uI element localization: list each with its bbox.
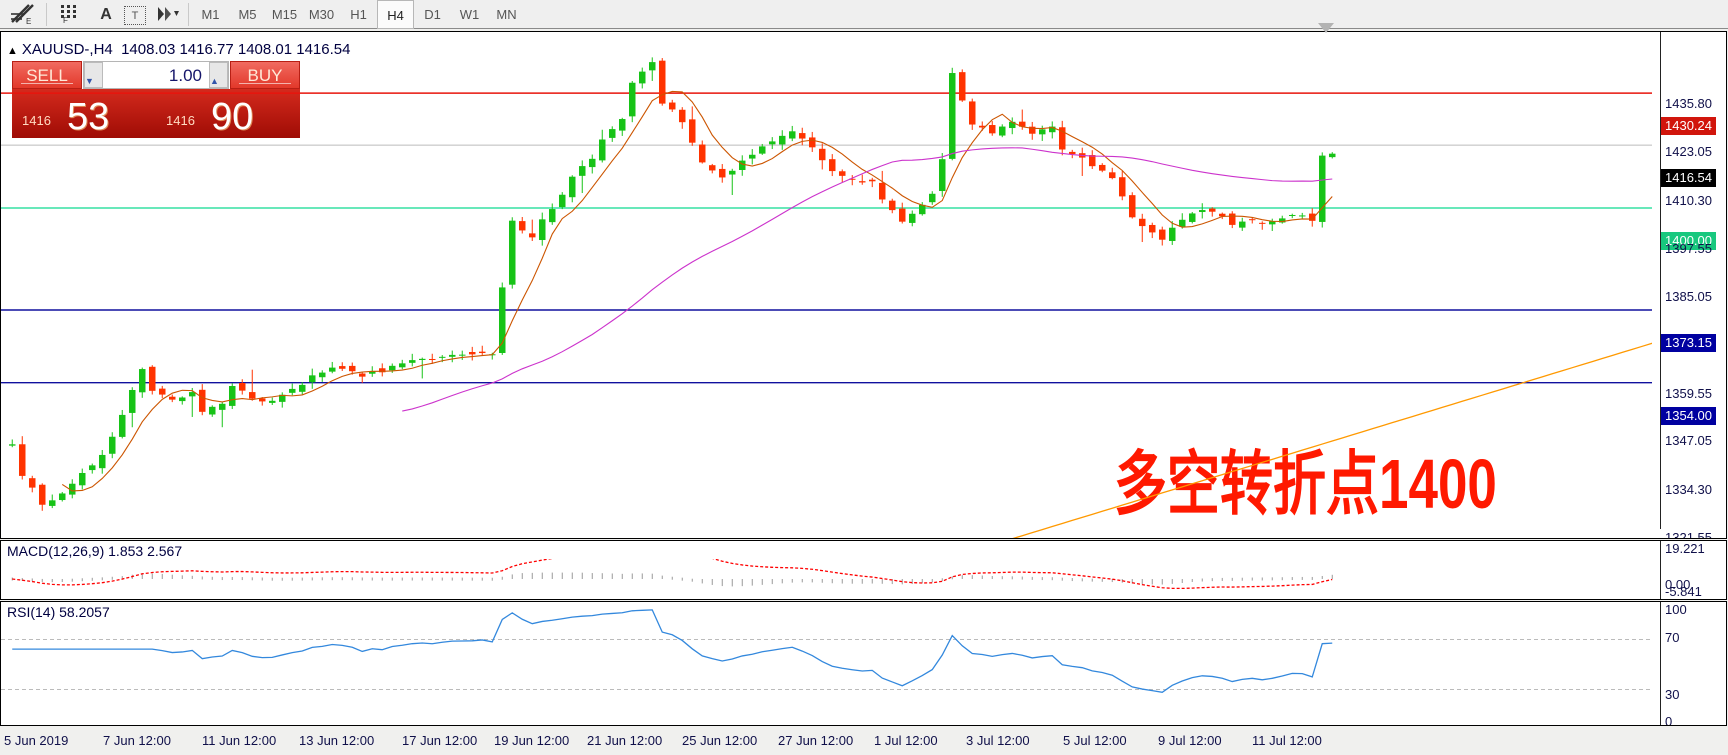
svg-text:E: E xyxy=(26,17,31,25)
svg-text:F: F xyxy=(63,16,68,23)
